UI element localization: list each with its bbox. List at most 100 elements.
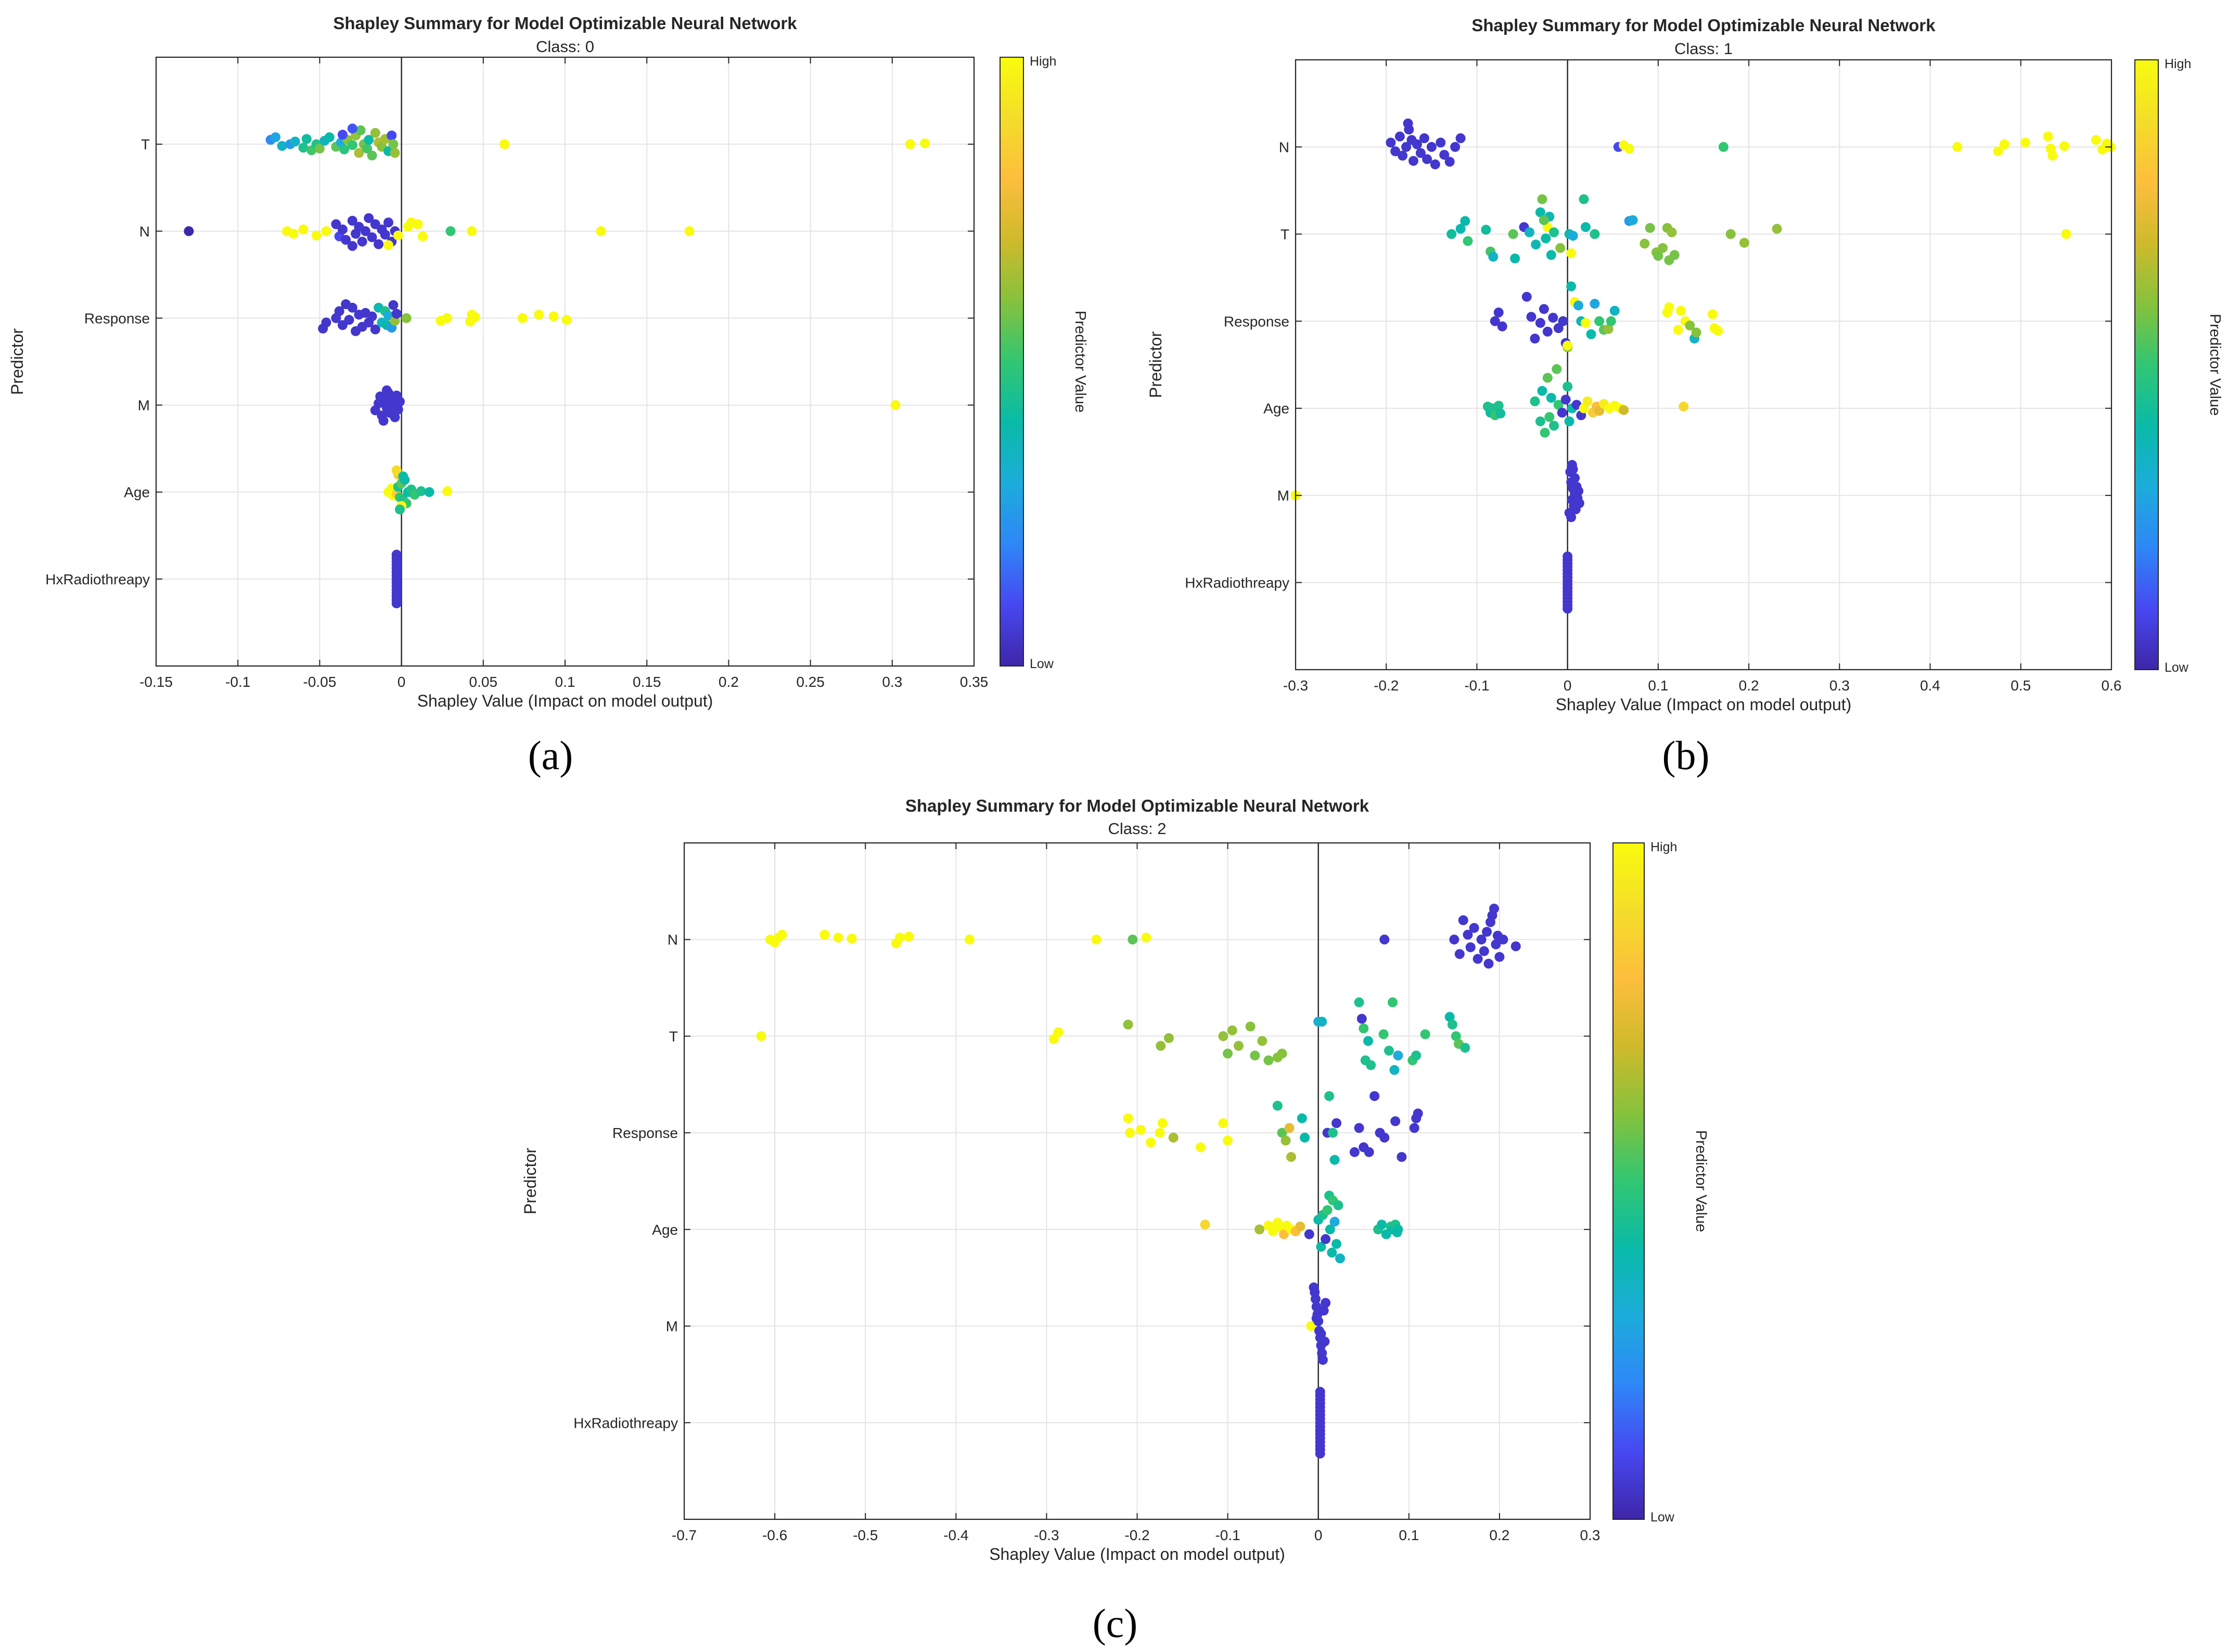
data-point [1491,939,1501,950]
data-point [347,140,357,150]
data-point [321,226,331,236]
data-point [394,396,405,407]
data-point [1594,316,1605,326]
data-point [1713,326,1723,336]
data-point [1412,139,1422,149]
data-point [1325,1224,1335,1235]
data-point [2043,131,2053,142]
data-point [381,385,392,395]
x-tick-label: 0 [1564,677,1572,694]
data-point [1498,934,1508,945]
colorbar-gradient [1612,842,1645,1520]
data-point [380,229,390,240]
data-point [890,400,901,411]
data-point [1409,1123,1419,1133]
chart-panel-2: Shapley Summary for Model Optimizable Ne… [1146,16,2223,778]
data-point [1329,1216,1340,1227]
colorbar: High Low Predictor Value [2134,57,2223,675]
data-point [1366,1060,1376,1070]
data-point [301,134,312,144]
data-point [1053,1027,1064,1038]
data-point [1542,326,1553,337]
data-point [1250,1051,1260,1061]
data-point [820,929,830,940]
x-tick-label: -0.4 [943,1527,968,1543]
y-axis-label: Predictor [8,328,27,395]
data-point [1379,934,1390,945]
data-point [1135,1125,1146,1135]
data-point [1521,291,1532,302]
y-axis-label: Predictor [1146,331,1165,398]
chart-subtitle: Class: 2 [1108,819,1167,838]
y-tick-label-age: Age [652,1222,678,1238]
data-point [1526,312,1536,322]
x-tick-label: -0.15 [139,674,173,690]
data-point [1449,934,1459,945]
data-point [1568,230,1578,241]
data-point [1257,1036,1267,1046]
data-point [1379,1132,1390,1143]
data-point [1430,159,1440,170]
data-point [1123,1113,1133,1123]
data-point [1386,137,1396,148]
data-point [364,135,374,145]
data-point [1993,146,2003,157]
data-point [347,215,357,226]
data-point [367,150,377,161]
series-hxradiothreapy [1563,551,1573,614]
data-point [1539,304,1549,314]
data-point [1658,243,1668,253]
data-point [1546,393,1556,403]
colorbar: High Low Predictor Value [1612,840,1709,1525]
x-axis-label: Shapley Value (Impact on model output) [989,1545,1285,1564]
x-tick-label: 0.3 [1580,1527,1600,1543]
data-point [1327,1247,1337,1258]
data-point [1563,381,1573,392]
data-point [1384,1045,1394,1056]
data-point [1579,194,1589,204]
data-point [1772,224,1782,234]
data-point [1254,1224,1265,1235]
data-point [1403,118,1413,129]
data-point [311,230,322,241]
data-point [416,486,426,496]
data-point [1125,1128,1135,1138]
x-tick-label: -0.1 [1215,1527,1240,1543]
y-tick-label-n: N [139,223,150,239]
data-point [1628,215,1638,225]
data-point [1581,222,1591,232]
series-m [1306,1282,1331,1365]
data-point [1564,416,1574,427]
data-point [1436,137,1446,148]
data-point [1718,142,1728,152]
data-point [339,144,350,155]
data-point [417,231,428,241]
data-point [1390,1116,1401,1126]
data-point [1494,952,1505,962]
data-points [184,123,930,609]
x-tick-label: -0.3 [1034,1527,1059,1543]
x-tick-label: -0.3 [1283,677,1308,694]
chart-subtitle: Class: 1 [1674,40,1733,58]
data-point [1479,946,1489,956]
data-point [1156,1041,1166,1051]
data-point [1472,954,1483,964]
data-point [1691,327,1701,338]
data-point [1411,1051,1422,1061]
data-point [1645,223,1655,233]
data-point [1128,934,1138,945]
data-point [467,226,477,236]
y-tick-label-response: Response [84,310,150,326]
y-tick-label-hxradiothreapy: HxRadiothreapy [1185,575,1289,591]
data-point [1540,428,1550,438]
data-point [1606,316,1616,326]
data-point [1317,1017,1327,1027]
data-point [1390,146,1401,157]
chart-panel-1: Shapley Summary for Model Optimizable Ne… [8,14,1089,778]
data-point [362,144,373,153]
y-tick-label-t: T [141,136,150,152]
series-t [756,997,1470,1075]
colorbar-low-label: Low [1030,657,1054,671]
data-point [1557,407,1567,418]
series-n [765,903,1521,969]
